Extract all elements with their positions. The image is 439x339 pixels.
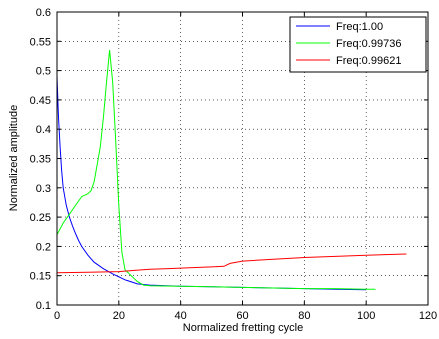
y-tick-label: 0.3 [36,183,51,195]
series-line-3 [56,253,407,274]
x-axis-title: Normalized fretting cycle [183,322,303,334]
y-tick-label: 0.45 [30,95,51,107]
x-tick-label: 20 [113,310,125,322]
series-layer [56,50,407,291]
y-tick-label: 0.1 [36,300,51,312]
x-tick-label: 60 [236,310,248,322]
y-tick-label: 0.25 [30,212,51,224]
x-tick-label: 40 [175,310,187,322]
y-tick-label: 0.4 [36,124,51,136]
y-axis-title: Normalized amplitude [8,105,20,211]
y-tick-label: 0.55 [30,36,51,48]
y-tick-label: 0.15 [30,271,51,283]
legend: Freq:1.00 Freq:0.99736 Freq:0.99621 [289,16,427,73]
y-tick-label: 0.2 [36,241,51,253]
y-tick-label: 0.35 [30,154,51,166]
legend-label-3: Freq:0.99621 [336,55,401,67]
y-tick-label: 0.6 [36,7,51,19]
y-tick-label: 0.5 [36,66,51,78]
x-tick-label: 100 [357,310,375,322]
tick-layer: 0 20 40 60 80 100 120 0.1 0.15 0.2 0.25 0.3 0.35 0.4 0… [30,7,438,322]
x-tick-label: 0 [54,310,60,322]
series-line-2 [56,50,376,290]
x-tick-label: 80 [298,310,310,322]
legend-label-1: Freq:1.00 [336,21,383,33]
legend-label-2: Freq:0.99736 [336,38,401,50]
x-tick-label: 120 [419,310,437,322]
